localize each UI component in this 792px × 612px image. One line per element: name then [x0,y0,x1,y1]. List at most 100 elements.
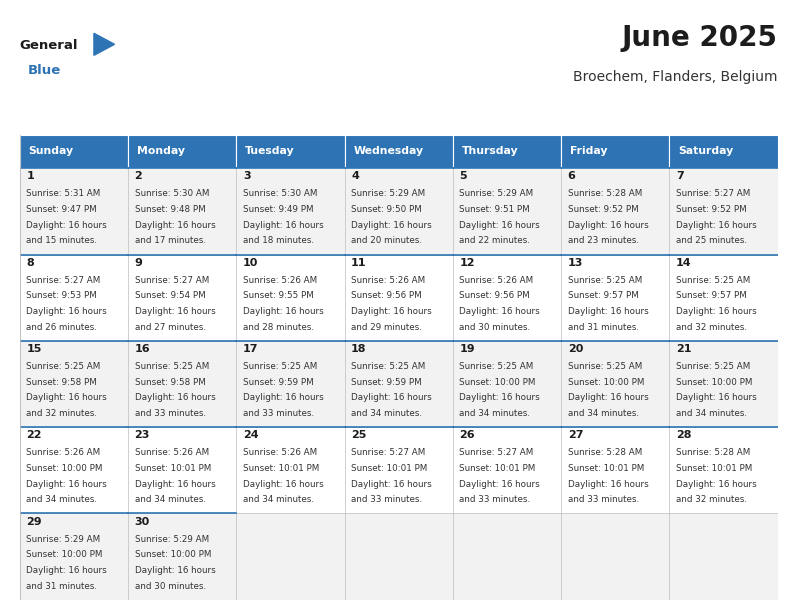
Text: 11: 11 [351,258,367,267]
Text: Daylight: 16 hours: Daylight: 16 hours [459,394,540,402]
Bar [128,427,236,513]
Bar [453,513,562,600]
Text: Sunrise: 5:27 AM: Sunrise: 5:27 AM [351,448,425,457]
Text: and 30 minutes.: and 30 minutes. [135,581,206,591]
Text: 14: 14 [676,258,691,267]
Bar [128,135,236,168]
Text: 18: 18 [351,344,367,354]
Text: 28: 28 [676,430,691,440]
Text: Sunset: 9:52 PM: Sunset: 9:52 PM [676,205,747,214]
Text: and 30 minutes.: and 30 minutes. [459,323,531,332]
Bar [669,341,778,427]
Text: Daylight: 16 hours: Daylight: 16 hours [351,480,432,488]
Text: Sunset: 9:59 PM: Sunset: 9:59 PM [351,378,422,387]
Text: Sunset: 9:56 PM: Sunset: 9:56 PM [459,291,530,300]
Text: 21: 21 [676,344,691,354]
Text: Sunset: 10:00 PM: Sunset: 10:00 PM [135,550,211,559]
Text: Daylight: 16 hours: Daylight: 16 hours [243,394,324,402]
Text: Daylight: 16 hours: Daylight: 16 hours [243,221,324,230]
Text: Sunset: 10:01 PM: Sunset: 10:01 PM [243,464,319,473]
Text: 3: 3 [243,171,250,181]
Text: Sunset: 9:47 PM: Sunset: 9:47 PM [26,205,97,214]
Text: Sunset: 9:58 PM: Sunset: 9:58 PM [135,378,205,387]
Text: and 18 minutes.: and 18 minutes. [243,236,314,245]
Text: and 25 minutes.: and 25 minutes. [676,236,747,245]
Text: 24: 24 [243,430,258,440]
Text: 12: 12 [459,258,475,267]
Text: and 17 minutes.: and 17 minutes. [135,236,206,245]
Bar [453,168,562,255]
Text: and 34 minutes.: and 34 minutes. [568,409,638,418]
Text: 2: 2 [135,171,143,181]
Text: Daylight: 16 hours: Daylight: 16 hours [26,221,107,230]
Text: and 20 minutes.: and 20 minutes. [351,236,422,245]
Text: Sunday: Sunday [29,146,74,157]
Text: Daylight: 16 hours: Daylight: 16 hours [568,394,649,402]
Text: Sunrise: 5:28 AM: Sunrise: 5:28 AM [568,448,642,457]
Bar [20,255,128,341]
Bar [453,135,562,168]
Bar [236,427,345,513]
Text: Friday: Friday [570,146,607,157]
Text: Wednesday: Wednesday [353,146,424,157]
Text: Sunset: 10:00 PM: Sunset: 10:00 PM [568,378,644,387]
Bar [669,168,778,255]
Text: Daylight: 16 hours: Daylight: 16 hours [243,307,324,316]
Text: Daylight: 16 hours: Daylight: 16 hours [676,394,756,402]
Text: Sunrise: 5:26 AM: Sunrise: 5:26 AM [459,275,534,285]
Bar [236,513,345,600]
Bar [20,427,128,513]
Text: 4: 4 [351,171,359,181]
Text: Daylight: 16 hours: Daylight: 16 hours [459,221,540,230]
Text: and 31 minutes.: and 31 minutes. [26,581,97,591]
Text: and 34 minutes.: and 34 minutes. [351,409,422,418]
Text: Daylight: 16 hours: Daylight: 16 hours [26,394,107,402]
Text: and 15 minutes.: and 15 minutes. [26,236,97,245]
Text: Sunrise: 5:29 AM: Sunrise: 5:29 AM [459,189,534,198]
Bar [128,513,236,600]
Text: Sunset: 9:55 PM: Sunset: 9:55 PM [243,291,314,300]
Bar [453,427,562,513]
Text: Sunrise: 5:25 AM: Sunrise: 5:25 AM [135,362,209,371]
Text: Sunrise: 5:30 AM: Sunrise: 5:30 AM [135,189,209,198]
Text: Sunset: 9:59 PM: Sunset: 9:59 PM [243,378,314,387]
Text: June 2025: June 2025 [622,24,778,53]
Text: Sunset: 10:00 PM: Sunset: 10:00 PM [26,550,103,559]
Text: Daylight: 16 hours: Daylight: 16 hours [135,480,215,488]
Bar [562,341,669,427]
Text: and 33 minutes.: and 33 minutes. [351,495,422,504]
Text: Sunrise: 5:28 AM: Sunrise: 5:28 AM [676,448,750,457]
Text: Sunset: 9:54 PM: Sunset: 9:54 PM [135,291,205,300]
Text: Sunset: 9:57 PM: Sunset: 9:57 PM [568,291,638,300]
Text: Daylight: 16 hours: Daylight: 16 hours [568,480,649,488]
Bar [669,513,778,600]
Bar [20,513,128,600]
Text: Sunset: 9:52 PM: Sunset: 9:52 PM [568,205,638,214]
Bar [128,341,236,427]
Text: and 31 minutes.: and 31 minutes. [568,323,638,332]
Text: and 28 minutes.: and 28 minutes. [243,323,314,332]
Text: and 33 minutes.: and 33 minutes. [568,495,639,504]
Text: Daylight: 16 hours: Daylight: 16 hours [26,566,107,575]
Polygon shape [94,33,115,55]
Bar [345,427,453,513]
Text: Sunrise: 5:25 AM: Sunrise: 5:25 AM [351,362,425,371]
Text: Sunset: 9:53 PM: Sunset: 9:53 PM [26,291,97,300]
Bar [236,341,345,427]
Text: Sunset: 10:01 PM: Sunset: 10:01 PM [676,464,752,473]
Text: and 29 minutes.: and 29 minutes. [351,323,422,332]
Bar [562,427,669,513]
Bar [236,255,345,341]
Text: Sunrise: 5:25 AM: Sunrise: 5:25 AM [568,362,642,371]
Text: Daylight: 16 hours: Daylight: 16 hours [135,394,215,402]
Text: Daylight: 16 hours: Daylight: 16 hours [135,307,215,316]
Text: Daylight: 16 hours: Daylight: 16 hours [26,307,107,316]
Text: 6: 6 [568,171,576,181]
Text: 26: 26 [459,430,475,440]
Bar [20,341,128,427]
Text: Sunset: 10:01 PM: Sunset: 10:01 PM [459,464,535,473]
Text: Sunset: 9:56 PM: Sunset: 9:56 PM [351,291,422,300]
Text: 15: 15 [26,344,42,354]
Text: and 27 minutes.: and 27 minutes. [135,323,206,332]
Bar [345,513,453,600]
